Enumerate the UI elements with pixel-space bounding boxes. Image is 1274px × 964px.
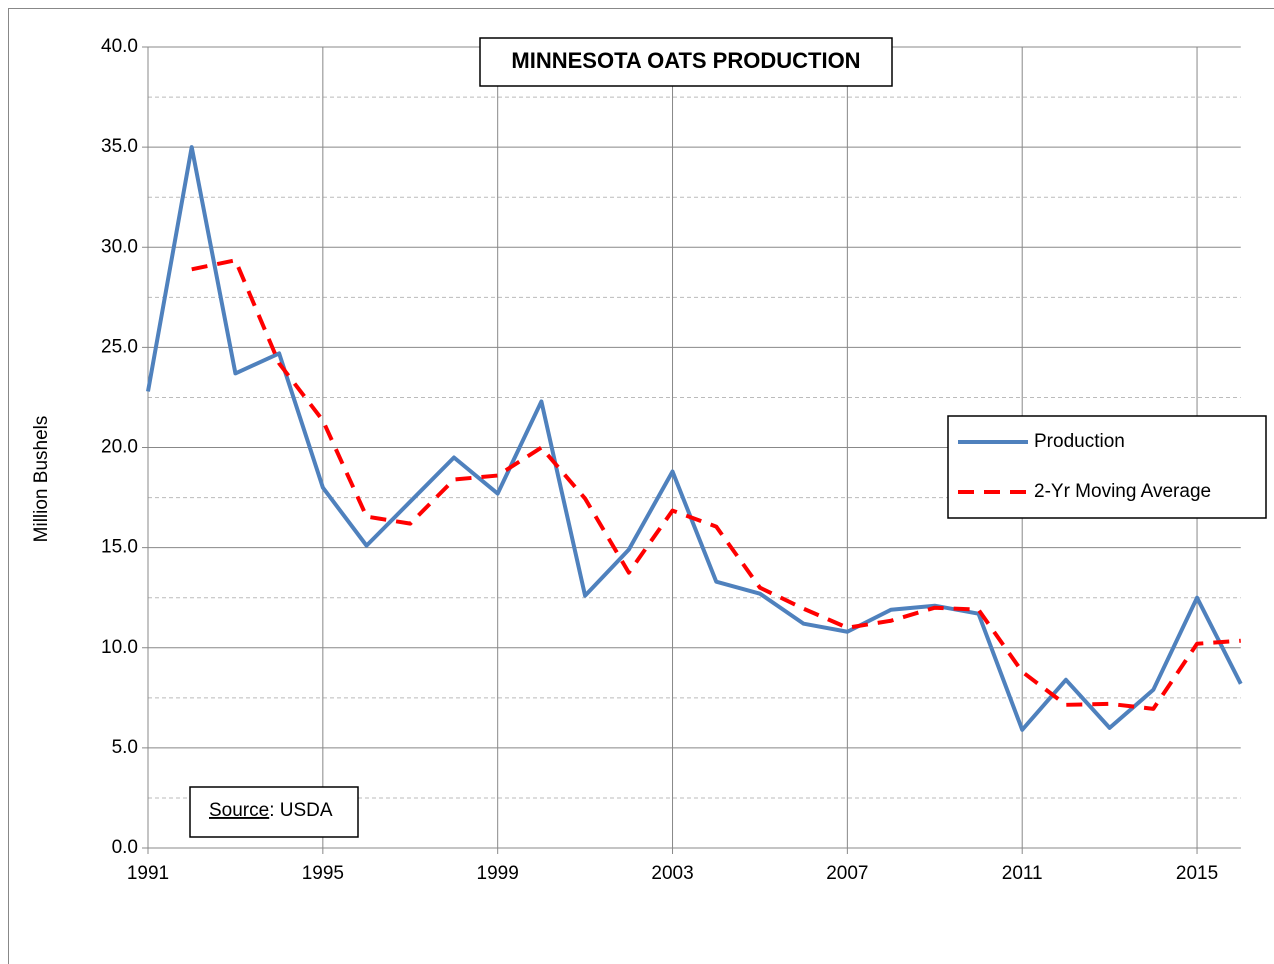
chart-frame: [8, 8, 1274, 964]
y-tick-label: 30.0: [101, 236, 138, 257]
y-tick-label: 0.0: [112, 837, 138, 858]
legend-label: 2-Yr Moving Average: [1034, 481, 1211, 502]
x-tick-label: 2003: [651, 863, 693, 884]
x-tick-label: 1991: [127, 863, 169, 884]
data-line: [191, 258, 1241, 711]
x-tick-label: 1995: [302, 863, 344, 884]
y-tick-label: 20.0: [101, 437, 138, 458]
y-tick-label: 35.0: [101, 136, 138, 157]
legend: [947, 415, 1267, 519]
source-note: Source: USDA: [209, 800, 333, 821]
x-tick-label: 1999: [477, 863, 519, 884]
title-box: [479, 37, 893, 87]
x-tick-label: 2015: [1176, 863, 1218, 884]
y-tick-label: 40.0: [101, 36, 138, 57]
source-box: [189, 786, 359, 838]
y-tick-label: 10.0: [101, 637, 138, 658]
source-text: : USDA: [269, 800, 333, 821]
y-tick-label: 5.0: [112, 737, 138, 758]
x-tick-label: 2011: [1002, 863, 1043, 884]
source-label: Source: [209, 800, 269, 821]
y-tick-label: 25.0: [101, 336, 138, 357]
legend-label: Production: [1034, 431, 1125, 452]
y-axis-label: Million Bushels: [31, 416, 52, 543]
chart-title: MINNESOTA OATS PRODUCTION: [511, 48, 860, 73]
x-tick-label: 2007: [826, 863, 868, 884]
y-tick-label: 15.0: [101, 537, 138, 558]
data-line: [146, 145, 1243, 732]
